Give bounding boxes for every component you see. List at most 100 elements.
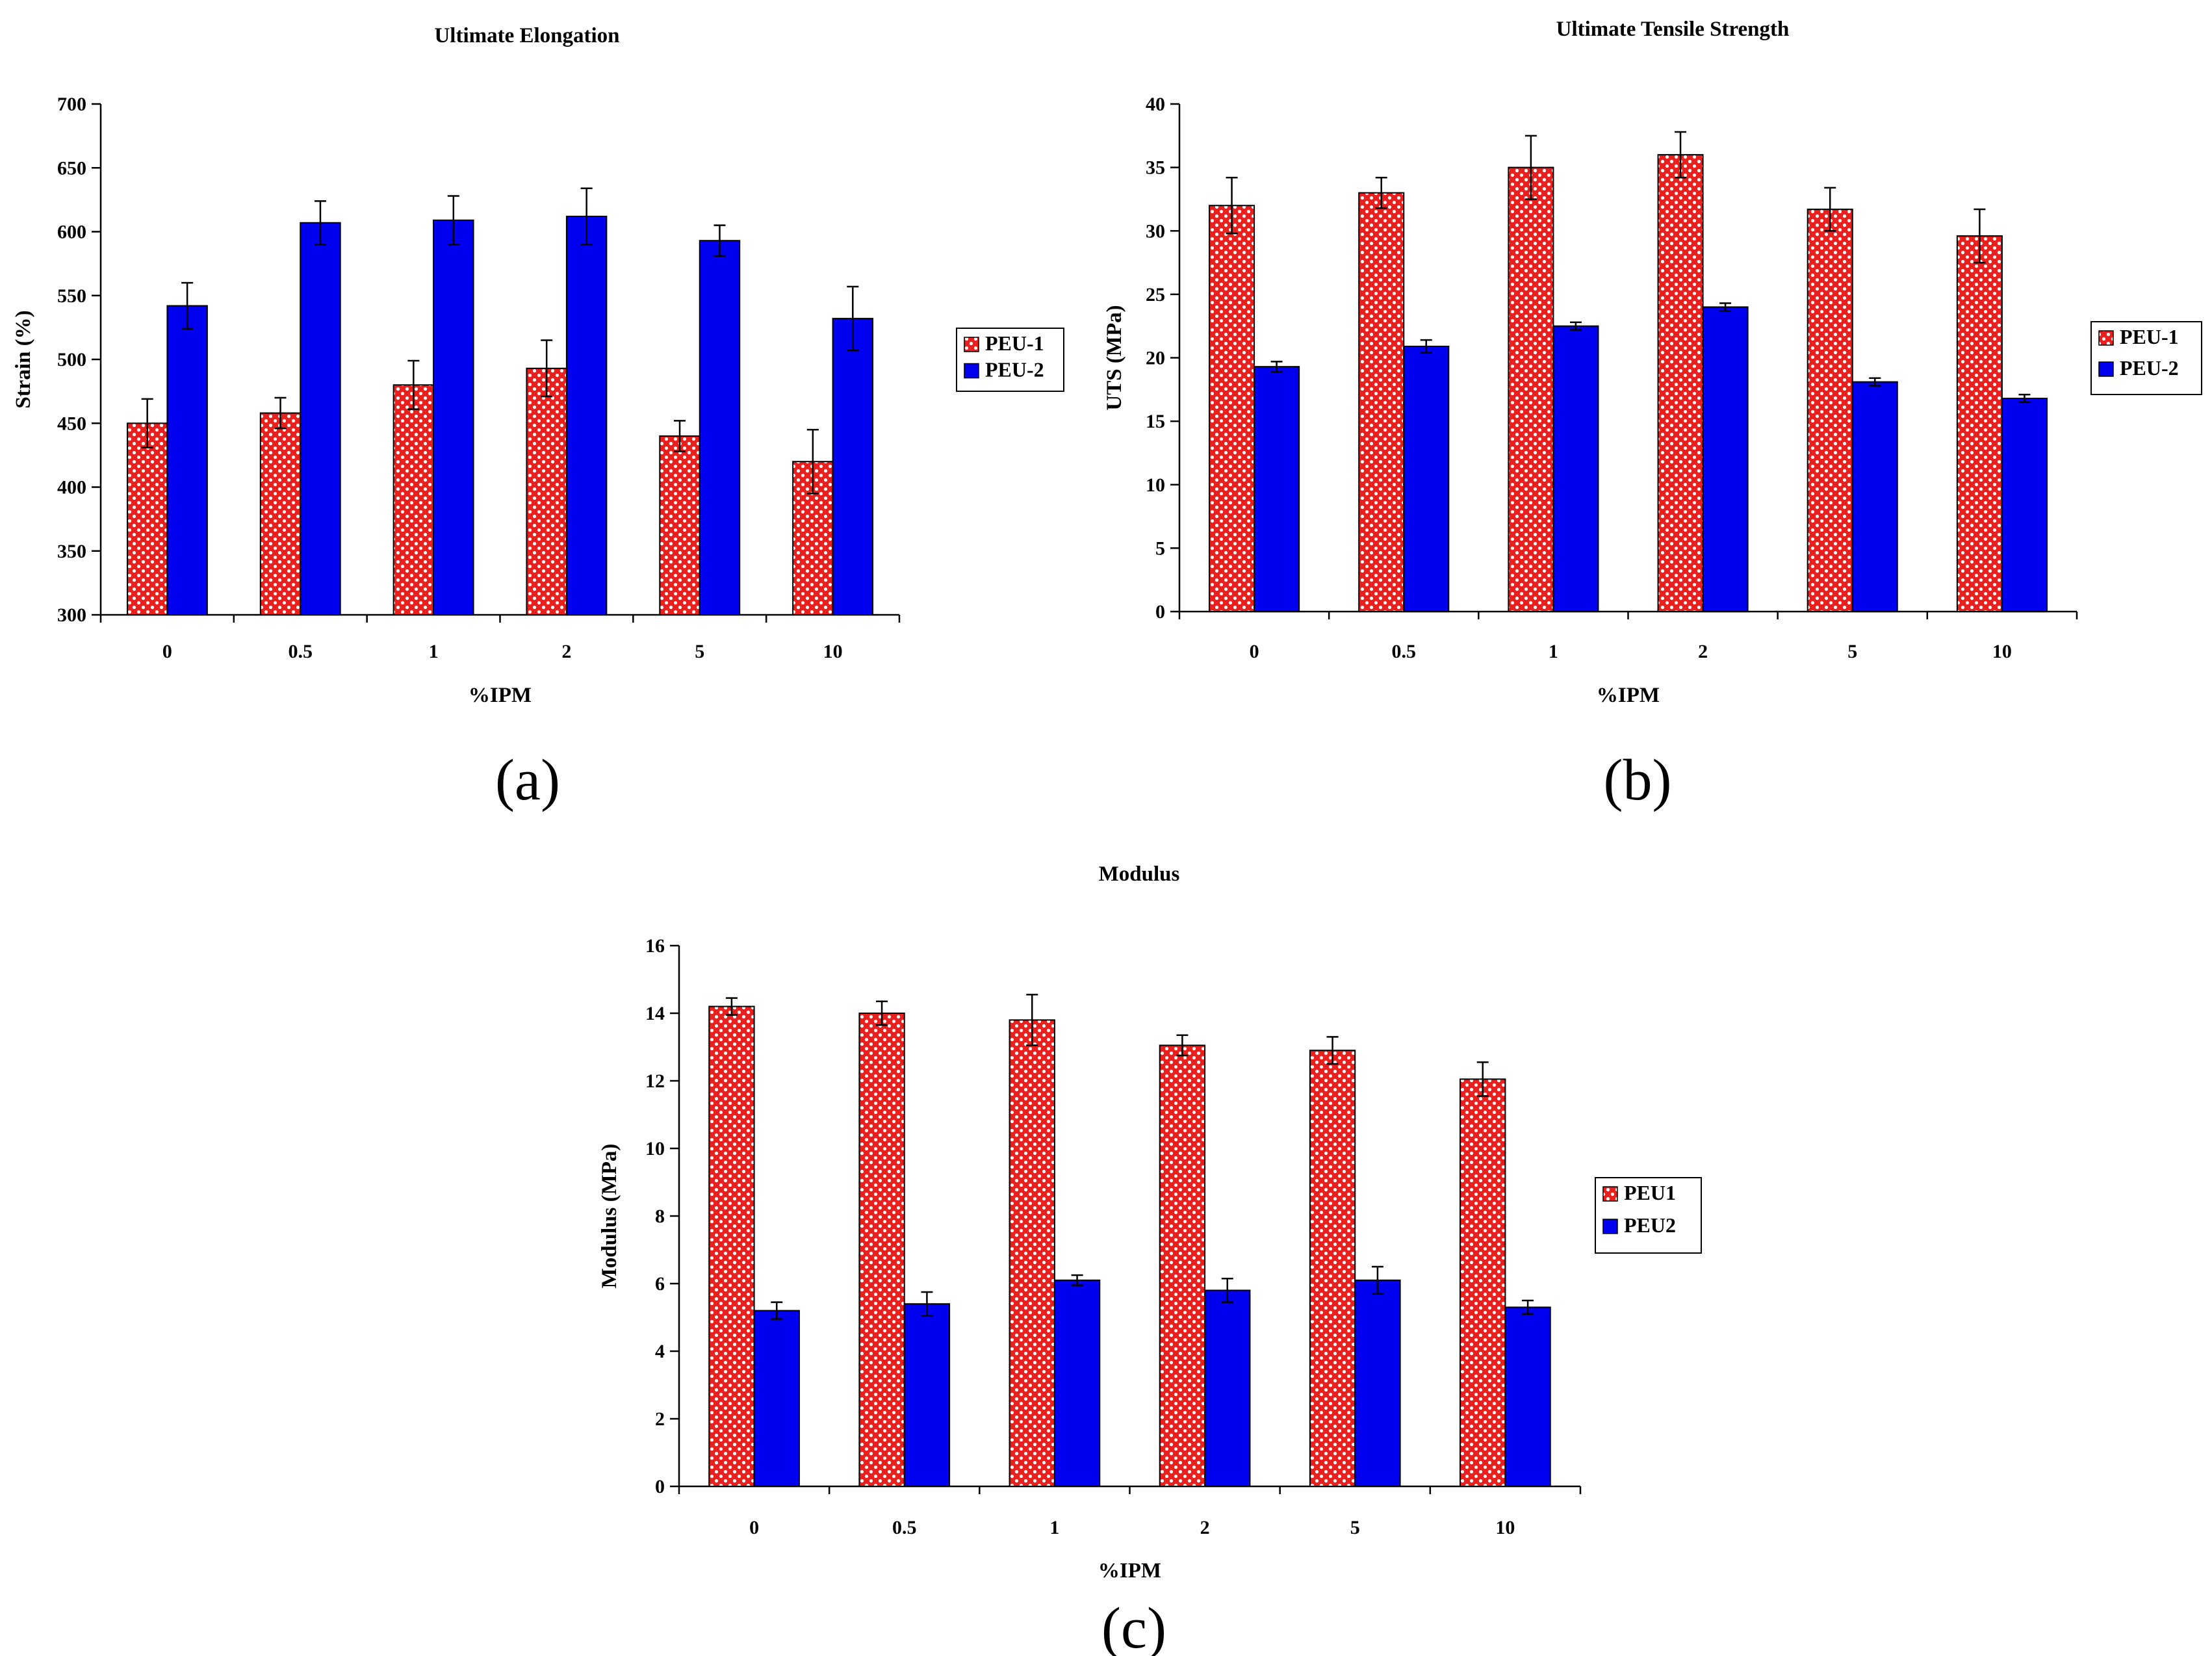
y-axis-title: UTS (MPa)	[1103, 305, 1126, 410]
bar-peu-1	[1358, 192, 1405, 612]
bar-peu-2	[699, 240, 741, 615]
bar-peu-2	[166, 305, 208, 615]
y-tick-label: 35	[1146, 157, 1165, 179]
bar-peu1	[858, 1013, 905, 1487]
legend-label: PEU2	[1624, 1213, 1676, 1237]
x-tick-label: 5	[1350, 1517, 1360, 1538]
x-tick-label: 0.5	[1392, 641, 1417, 662]
x-tick-label: 1	[1049, 1517, 1059, 1538]
bar-peu-2	[1254, 366, 1300, 612]
bar-peu-1	[659, 435, 701, 616]
y-tick-label: 400	[57, 477, 86, 498]
x-tick-label: 5	[1847, 641, 1857, 662]
chart-1: Ultimate Elongation 300 350 400 450 500 550 600…	[12, 24, 1064, 812]
y-tick-label: 2	[655, 1408, 665, 1430]
bar-peu2	[1354, 1279, 1401, 1488]
legend-swatch	[964, 337, 979, 352]
y-tick-label: 20	[1146, 348, 1165, 369]
y-axis-title: Strain (%)	[12, 310, 35, 408]
legend: PEU-1 PEU-2	[2090, 321, 2202, 395]
chart-2: Ultimate Tensile Strength051015202530354…	[1103, 18, 2202, 812]
legend-swatch	[1602, 1219, 1618, 1234]
x-tick-label: 0.5	[892, 1517, 917, 1538]
bar-peu-1	[526, 367, 567, 615]
bar-peu2	[753, 1310, 800, 1487]
bar-peu2	[1204, 1289, 1251, 1488]
panel-label: (a)	[495, 748, 560, 812]
x-axis-title: %IPM	[469, 684, 532, 707]
bar-peu1	[708, 1005, 755, 1487]
bar-peu-2	[565, 215, 608, 616]
y-tick-label: 30	[1146, 220, 1165, 242]
legend-label: PEU-2	[2120, 356, 2179, 380]
bar-peu2	[1504, 1306, 1551, 1488]
legend: PEU-1 PEU-2	[956, 328, 1064, 392]
y-tick-label: 550	[57, 285, 86, 307]
y-tick-label: 700	[57, 94, 86, 115]
y-tick-label: 650	[57, 157, 86, 179]
bar-peu1	[1159, 1044, 1206, 1487]
x-tick-label: 2	[561, 641, 571, 662]
bar-peu-2	[832, 318, 874, 615]
y-tick-label: 500	[57, 349, 86, 370]
x-tick-label: 10	[1992, 641, 2012, 662]
legend-label: PEU-1	[985, 331, 1044, 355]
y-tick-label: 25	[1146, 284, 1165, 305]
chart-title: Ultimate Elongation	[434, 24, 619, 47]
bar-peu-2	[2001, 397, 2048, 612]
bar-peu-2	[1403, 345, 1450, 612]
panel-label: (c)	[1101, 1596, 1166, 1656]
y-tick-label: 16	[645, 935, 665, 957]
legend-swatch	[964, 363, 979, 379]
y-tick-label: 10	[1146, 474, 1165, 496]
y-tick-label: 0	[655, 1476, 665, 1497]
x-axis-title: %IPM	[1597, 684, 1660, 707]
x-tick-label: 5	[695, 641, 704, 662]
y-tick-label: 450	[57, 413, 86, 434]
bar-peu-1	[392, 384, 435, 615]
bar-peu1	[1460, 1078, 1506, 1487]
legend-label: PEU-1	[2120, 325, 2179, 348]
chart-title: Ultimate Tensile Strength	[1556, 18, 1790, 41]
x-tick-label: 1	[1549, 641, 1558, 662]
bar-peu-1	[1956, 235, 2003, 612]
x-axis-title: %IPM	[1098, 1559, 1161, 1583]
chart-title: Modulus	[1099, 862, 1180, 886]
x-tick-label: 0	[749, 1517, 759, 1538]
bar-peu-1	[1807, 209, 1853, 612]
y-tick-label: 12	[645, 1070, 665, 1092]
y-tick-label: 10	[645, 1138, 665, 1159]
legend: PEU1 PEU2	[1595, 1177, 1702, 1254]
y-tick-label: 6	[655, 1273, 665, 1295]
bar-peu-2	[1552, 325, 1599, 612]
x-tick-label: 2	[1200, 1517, 1210, 1538]
bar-peu2	[903, 1303, 951, 1487]
x-tick-label: 0	[1250, 641, 1259, 662]
y-tick-label: 350	[57, 541, 86, 562]
x-tick-label: 0.5	[289, 641, 313, 662]
y-tick-label: 5	[1155, 537, 1165, 559]
legend-swatch	[2098, 330, 2114, 346]
y-tick-label: 4	[655, 1341, 665, 1362]
y-tick-label: 15	[1146, 411, 1165, 432]
y-tick-label: 14	[645, 1003, 665, 1024]
bar-peu-2	[433, 219, 474, 615]
bar-peu-1	[259, 412, 302, 616]
bar-peu1	[1009, 1019, 1055, 1487]
y-tick-label: 40	[1146, 94, 1165, 115]
bar-peu1	[1309, 1050, 1356, 1487]
panel-label: (b)	[1604, 748, 1672, 812]
bar-peu-2	[1702, 306, 1749, 612]
bar-peu-2	[1851, 381, 1898, 612]
x-tick-label: 0	[162, 641, 172, 662]
legend-label: PEU1	[1624, 1181, 1676, 1204]
x-tick-label: 10	[823, 641, 843, 662]
y-tick-label: 300	[57, 604, 86, 626]
legend-label: PEU-2	[985, 358, 1044, 382]
bar-peu2	[1053, 1279, 1101, 1488]
x-tick-label: 2	[1698, 641, 1708, 662]
x-tick-label: 10	[1495, 1517, 1515, 1538]
y-tick-label: 8	[655, 1206, 665, 1227]
